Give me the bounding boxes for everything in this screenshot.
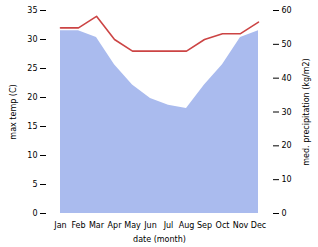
svg-text:date (month): date (month) — [133, 235, 186, 244]
svg-text:0: 0 — [32, 209, 37, 218]
svg-text:40: 40 — [282, 74, 292, 83]
svg-text:60: 60 — [282, 6, 292, 15]
svg-text:Sep: Sep — [197, 221, 212, 230]
svg-text:Mar: Mar — [89, 221, 105, 230]
svg-text:20: 20 — [27, 93, 37, 102]
svg-text:10: 10 — [27, 151, 37, 160]
svg-text:max temp (C): max temp (C) — [9, 84, 18, 139]
svg-text:25: 25 — [27, 64, 37, 73]
svg-text:5: 5 — [32, 180, 37, 189]
svg-text:35: 35 — [27, 6, 37, 15]
svg-text:Feb: Feb — [71, 221, 85, 230]
svg-text:Apr: Apr — [108, 221, 123, 230]
svg-text:Jun: Jun — [143, 221, 157, 230]
svg-text:Oct: Oct — [216, 221, 230, 230]
svg-text:Jul: Jul — [163, 221, 174, 230]
svg-text:30: 30 — [27, 35, 37, 44]
svg-text:0: 0 — [282, 209, 287, 218]
svg-text:10: 10 — [282, 175, 292, 184]
svg-text:30: 30 — [282, 108, 292, 117]
svg-text:50: 50 — [282, 40, 292, 49]
svg-text:20: 20 — [282, 141, 292, 150]
svg-text:May: May — [124, 221, 141, 230]
svg-text:Jan: Jan — [53, 221, 66, 230]
svg-text:Nov: Nov — [233, 221, 249, 230]
svg-text:Dec: Dec — [251, 221, 266, 230]
svg-text:med. precipitation (kg/m2): med. precipitation (kg/m2) — [302, 58, 311, 165]
svg-text:15: 15 — [27, 122, 37, 131]
svg-text:Aug: Aug — [179, 221, 195, 230]
